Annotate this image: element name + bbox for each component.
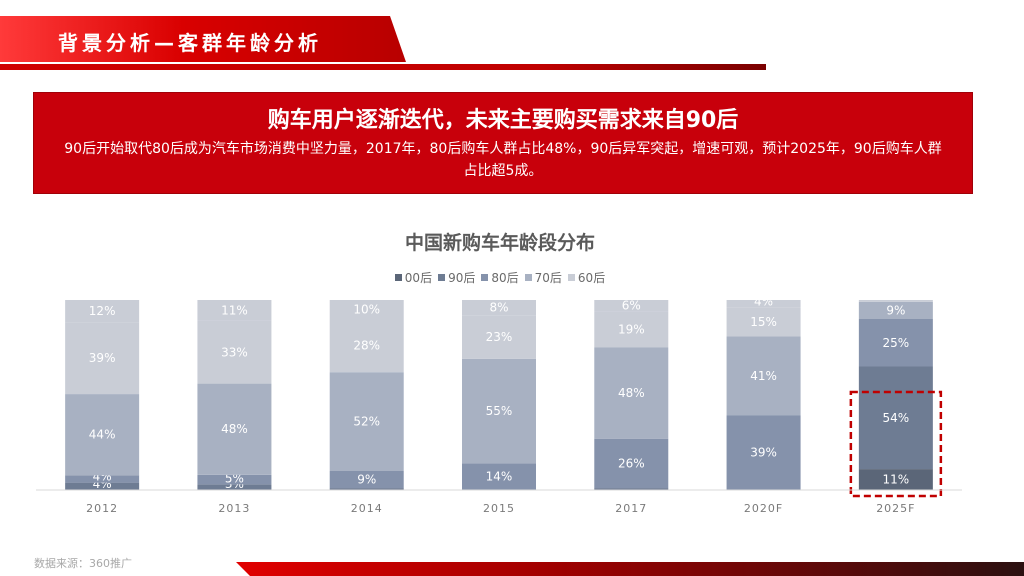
bar-segment <box>329 300 404 319</box>
data-label: 8% <box>489 301 508 315</box>
summary-body: 90后开始取代80后成为汽车市场消费中坚力量，2017年，80后购车人群占比48… <box>64 141 942 179</box>
bar-segment <box>858 469 933 490</box>
data-label: 10% <box>353 303 380 317</box>
legend-item: 60后 <box>567 269 606 286</box>
data-label: 41% <box>750 369 777 383</box>
bar-segment <box>594 347 669 439</box>
bar-segment <box>197 300 272 321</box>
data-label: 12% <box>89 304 116 318</box>
bar-segment <box>594 311 669 348</box>
bar-segment <box>858 300 933 302</box>
stacked-bar-chart: 4%4%44%39%12%20123%5%48%33%11%20131%9%52… <box>36 290 962 515</box>
legend-label: 70后 <box>534 271 562 285</box>
data-label: 52% <box>353 415 380 429</box>
data-label: 1% <box>886 290 905 303</box>
x-tick-label: 2014 <box>351 502 383 515</box>
data-label: 19% <box>618 322 645 336</box>
highlight-box <box>849 390 943 498</box>
section-header: 背景分析—客群年龄分析 <box>0 0 1024 80</box>
bar-segment <box>726 300 801 308</box>
data-label: 23% <box>486 330 513 344</box>
legend-item: 00后 <box>394 269 433 286</box>
bar-segment <box>858 319 933 367</box>
bar-segment <box>65 322 140 395</box>
data-label: 55% <box>486 404 513 418</box>
data-label: 11% <box>221 303 248 317</box>
bar-segment <box>197 474 272 485</box>
bar-segment <box>726 336 801 416</box>
header-banner <box>0 16 406 62</box>
summary-box: 购车用户逐渐迭代，未来主要购买需求来自90后 90后开始取代80后成为汽车市场消… <box>33 92 973 194</box>
bar-segment <box>594 438 669 489</box>
legend-label: 90后 <box>448 271 476 285</box>
bar-segment <box>858 301 933 319</box>
data-label: 26% <box>618 456 645 470</box>
chart-title: 中国新购车年龄段分布 <box>404 232 595 254</box>
bar-segment <box>197 320 272 384</box>
bar-segment <box>726 415 801 490</box>
data-label: 54% <box>883 411 910 425</box>
legend-swatch <box>481 274 489 281</box>
chart-legend: 00后 90后 80后 70后 60后 <box>0 269 1000 286</box>
legend-label: 80后 <box>491 271 519 285</box>
bar-segment <box>65 300 140 323</box>
data-label: 4% <box>754 295 773 309</box>
legend-item: 80后 <box>481 269 519 286</box>
bar-segment <box>462 463 536 490</box>
bar-segment <box>462 358 536 464</box>
legend-item: 90后 <box>438 269 475 286</box>
footer-bar <box>236 562 1024 576</box>
data-label: 39% <box>750 446 777 460</box>
data-label: 44% <box>89 428 116 442</box>
x-tick-label: 2013 <box>218 502 250 515</box>
bar-segment <box>65 475 140 483</box>
summary-headline: 购车用户逐渐迭代，未来主要购买需求来自90后 <box>267 108 739 133</box>
bar-segment <box>197 383 272 475</box>
bar-segment <box>858 366 933 470</box>
data-label: 9% <box>886 303 905 317</box>
bar-segment <box>329 471 404 489</box>
source-note: 数据来源：360推广 <box>34 557 132 570</box>
bar-segment <box>594 488 669 490</box>
legend-label: 60后 <box>577 271 606 285</box>
legend-swatch <box>567 274 575 281</box>
bar-segment <box>726 307 801 337</box>
bar-segment <box>65 394 140 476</box>
data-label: 48% <box>618 386 645 400</box>
x-tick-label: 2012 <box>86 502 118 515</box>
bar-segment <box>329 488 404 490</box>
bar-segment <box>197 484 272 490</box>
bar-segment <box>462 300 536 316</box>
bar-segment <box>329 372 404 471</box>
data-label: 28% <box>353 339 380 353</box>
legend-swatch <box>438 274 446 281</box>
x-tick-label: 2025F <box>876 502 915 515</box>
bar-segment <box>65 482 140 490</box>
legend-swatch <box>524 274 532 281</box>
data-label: 9% <box>357 473 376 487</box>
data-label: 48% <box>221 422 248 436</box>
data-label: 15% <box>750 315 777 329</box>
bar-segment <box>462 315 536 359</box>
data-label: 6% <box>622 298 641 312</box>
legend-label: 00后 <box>404 271 433 285</box>
data-label: 39% <box>89 351 116 365</box>
data-label: 11% <box>883 473 910 487</box>
bar-segment <box>594 300 669 312</box>
x-tick-label: 2017 <box>615 502 647 515</box>
section-title: 背景分析—客群年龄分析 <box>58 31 322 55</box>
x-tick-label: 2015 <box>483 502 515 515</box>
data-label: 14% <box>486 470 513 484</box>
legend-swatch <box>394 274 402 281</box>
legend-item: 70后 <box>524 269 562 286</box>
data-label: 33% <box>221 345 248 359</box>
header-rule <box>0 64 766 70</box>
x-tick-label: 2020F <box>744 502 783 515</box>
bar-segment <box>329 319 404 373</box>
data-label: 25% <box>883 336 910 350</box>
